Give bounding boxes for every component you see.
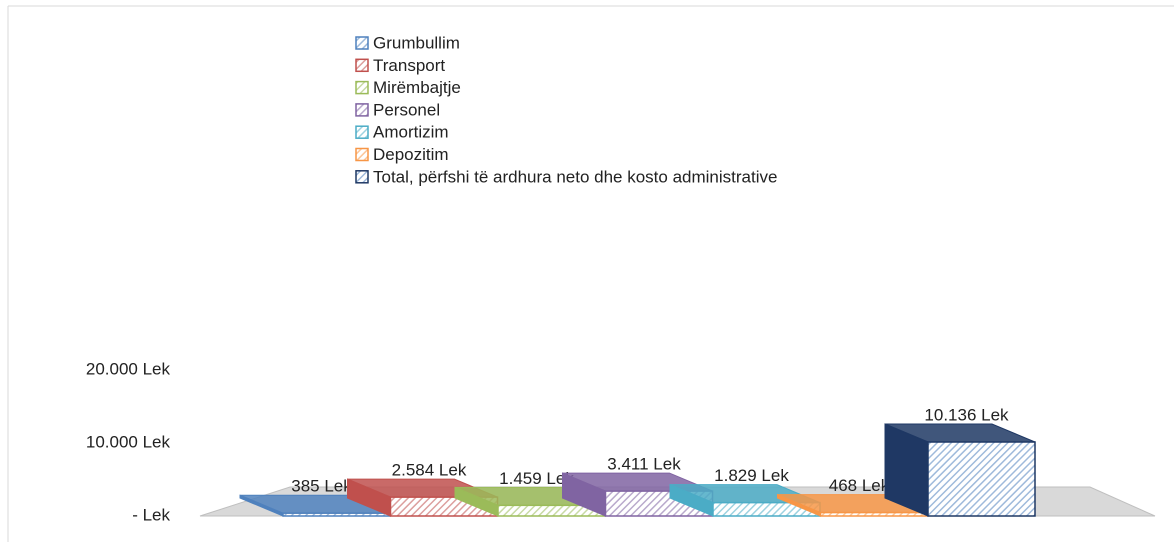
value-label: 385 Lek	[291, 477, 352, 496]
bar	[282, 512, 391, 517]
legend-label: Amortizim	[373, 123, 449, 142]
legend-swatch	[355, 80, 369, 95]
y-tick-label: - Lek	[132, 505, 170, 524]
legend-swatch	[355, 147, 369, 162]
legend-label: Depozitim	[373, 145, 449, 164]
legend-label: Transport	[373, 56, 445, 75]
value-label: 2.584 Lek	[392, 461, 467, 480]
y-tick-label: 10.000 Lek	[86, 432, 171, 451]
value-label: 10.136 Lek	[924, 405, 1009, 424]
legend-swatch	[355, 36, 369, 50]
value-label: 1.459 Lek	[499, 469, 574, 488]
bar	[819, 511, 929, 517]
y-tick-label: 20.000 Lek	[86, 359, 171, 378]
legend-label: Grumbullim	[373, 33, 460, 52]
legend-label: Mirëmbajtje	[373, 78, 461, 97]
legend-label: Personel	[373, 100, 440, 119]
value-label: 1.829 Lek	[714, 466, 789, 485]
value-label: 3.411 Lek	[607, 455, 681, 474]
legend-swatch	[355, 125, 369, 139]
bar	[927, 441, 1036, 517]
legend-label: Total, përfshi të ardhura neto dhe kosto…	[373, 167, 777, 186]
legend-swatch	[355, 170, 369, 184]
value-label: 468 Lek	[829, 476, 890, 495]
legend-swatch	[355, 58, 369, 73]
legend-swatch	[355, 103, 369, 117]
